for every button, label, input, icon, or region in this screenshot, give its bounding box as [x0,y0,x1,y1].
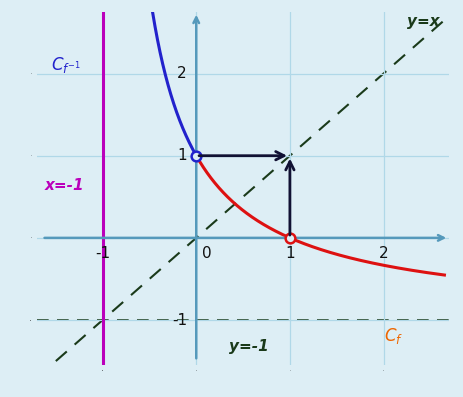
Text: 2: 2 [379,246,388,261]
Text: 1: 1 [285,246,295,261]
Text: y=-1: y=-1 [229,339,269,354]
Text: x=-1: x=-1 [44,178,84,193]
Text: 1: 1 [177,148,187,163]
Text: -1: -1 [172,312,187,328]
Text: -1: -1 [95,246,110,261]
Text: 0: 0 [202,246,212,261]
Text: $C_{f^{-1}}$: $C_{f^{-1}}$ [51,55,81,75]
Text: y=x: y=x [407,14,439,29]
Text: 2: 2 [177,66,187,81]
Text: $C_f$: $C_f$ [383,326,403,347]
